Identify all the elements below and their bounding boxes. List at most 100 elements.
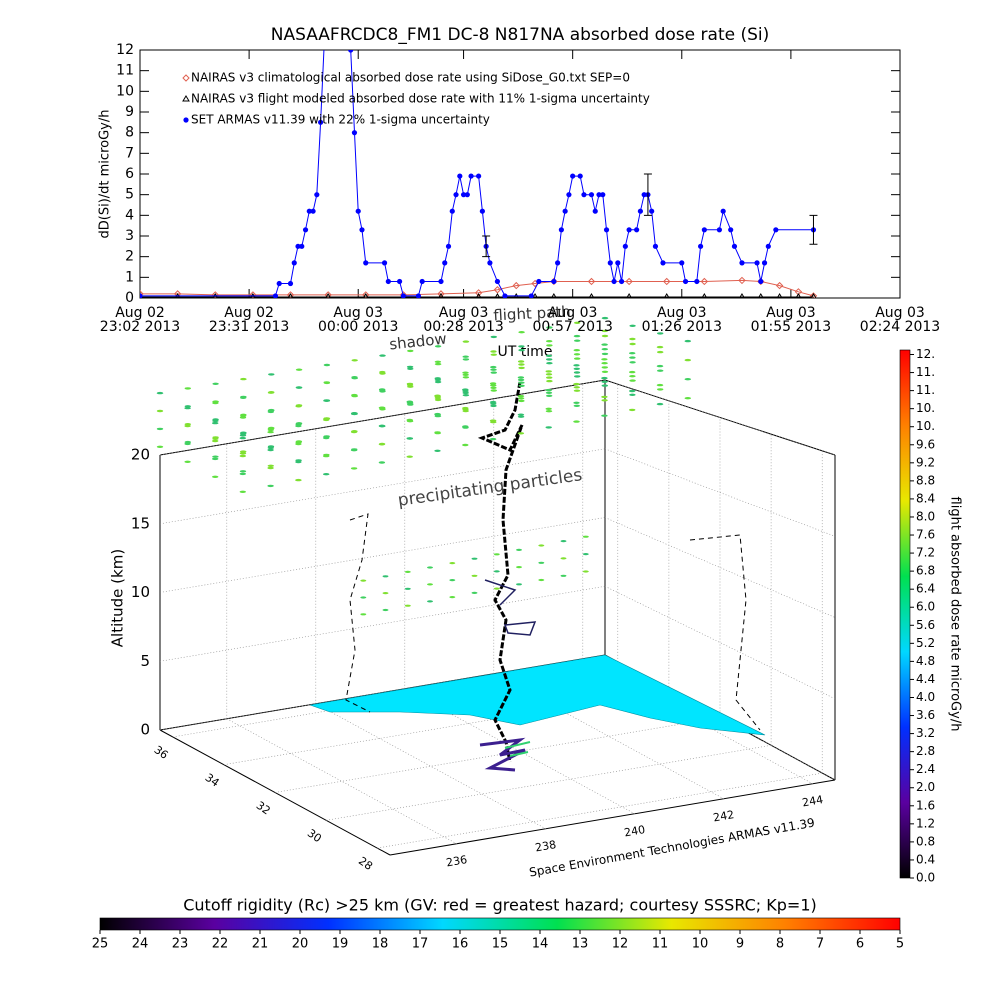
particle-marker <box>601 376 608 380</box>
particle-marker <box>657 369 664 372</box>
decor-3d <box>309 381 766 772</box>
data-point <box>211 291 219 298</box>
particle-marker <box>267 445 275 448</box>
colorbar-tick-label: 11 <box>652 937 669 952</box>
wall-shadow-right <box>689 534 761 731</box>
particle-marker <box>184 387 191 390</box>
particle-marker <box>184 423 191 426</box>
colorbar-tick-label: 18 <box>372 937 389 952</box>
particle-marker <box>574 321 581 324</box>
particle-marker <box>323 435 330 438</box>
data-point <box>183 117 189 123</box>
lat-tick-label: 34 <box>203 771 222 790</box>
grid-line <box>226 443 457 845</box>
particle-marker <box>601 366 608 369</box>
z-tick-label: 10 <box>131 583 150 601</box>
particle-marker <box>407 385 414 388</box>
data-point <box>174 292 181 298</box>
lat-tick-label: 30 <box>305 827 324 846</box>
particle-marker <box>295 368 303 371</box>
data-point <box>474 289 483 297</box>
particle-marker <box>490 386 497 389</box>
data-point <box>739 260 745 266</box>
lon-tick-label: 244 <box>801 793 824 809</box>
data-point <box>355 208 361 214</box>
caption: Space Environment Technologies ARMAS v11… <box>528 815 816 879</box>
particle-marker <box>379 372 386 375</box>
particle-marker <box>582 553 589 556</box>
grid-line <box>159 586 836 700</box>
z-axis-label: Altitude (km) <box>109 549 127 647</box>
grid-line <box>159 448 836 537</box>
particle-marker <box>493 570 500 573</box>
grid-line <box>582 383 813 785</box>
particle-marker <box>517 432 525 435</box>
particle-marker <box>295 386 303 389</box>
particle-marker <box>545 373 553 376</box>
particle-marker <box>382 592 389 595</box>
grid-line <box>159 379 836 456</box>
colorbar-tick-label: 0.4 <box>916 852 935 866</box>
particle-marker <box>601 352 609 356</box>
data-point <box>773 227 779 233</box>
particle-marker <box>295 404 303 407</box>
particle-marker <box>379 390 386 393</box>
data-point <box>317 119 324 125</box>
particle-marker <box>212 418 219 421</box>
data-point <box>295 243 301 249</box>
particle-marker <box>406 455 413 458</box>
data-point <box>581 192 587 198</box>
particle-marker <box>657 350 664 354</box>
colorbar-tick-label: 4.8 <box>916 654 935 668</box>
data-point <box>512 281 520 290</box>
particle-marker <box>449 596 456 599</box>
colorbar-tick-label: 17 <box>412 937 429 952</box>
particle-marker <box>404 604 411 607</box>
particle-marker <box>462 389 469 393</box>
colorbar-tick-label: 10. <box>916 401 935 415</box>
colorbar-tick-label: 1.2 <box>916 816 935 830</box>
particle-marker <box>462 394 470 397</box>
particle-marker <box>295 478 302 482</box>
x-tick-label: Aug 03 02:24 2013 <box>859 305 941 335</box>
colorbar-tick-label: 5 <box>896 937 904 952</box>
colorbar-tick-label: 8.8 <box>916 473 935 487</box>
colorbar-tick-label: 13 <box>572 937 589 952</box>
data-point <box>795 292 802 298</box>
data-point <box>359 227 365 233</box>
flight-path-shadow-green <box>504 741 531 757</box>
particle-marker <box>490 371 497 374</box>
particle-marker <box>490 389 497 392</box>
particle-marker <box>351 448 358 451</box>
particle-marker <box>517 378 525 382</box>
particle-marker <box>573 371 581 374</box>
particle-marker <box>240 413 247 416</box>
particle-marker <box>379 408 386 411</box>
data-point <box>663 277 671 286</box>
data-point <box>513 292 520 298</box>
x-tick-label: Aug 03 00:57 2013 <box>532 305 613 335</box>
x-tick-label: Aug 03 00:28 2013 <box>423 305 504 335</box>
particle-marker <box>538 578 545 582</box>
data-point <box>720 208 726 214</box>
data-point <box>415 293 422 298</box>
colorbar-tick-label: 12 <box>612 937 629 952</box>
data-point <box>738 276 746 285</box>
particle-marker <box>268 426 275 430</box>
particle-marker <box>239 436 246 440</box>
particle-marker <box>656 383 664 387</box>
colorbar-tick-label: 2.4 <box>916 762 935 776</box>
particle-marker <box>268 373 275 376</box>
y-tick-label: 7 <box>125 145 134 161</box>
data-point <box>212 292 219 298</box>
particle-marker <box>545 391 553 394</box>
data-point <box>570 173 576 179</box>
particle-marker <box>545 388 552 392</box>
data-point <box>493 286 502 294</box>
particle-marker <box>601 362 608 365</box>
data-point <box>438 278 444 285</box>
box-frame <box>159 379 836 856</box>
particle-marker <box>406 420 414 423</box>
colorbar-tick-label: 0.8 <box>916 834 935 848</box>
